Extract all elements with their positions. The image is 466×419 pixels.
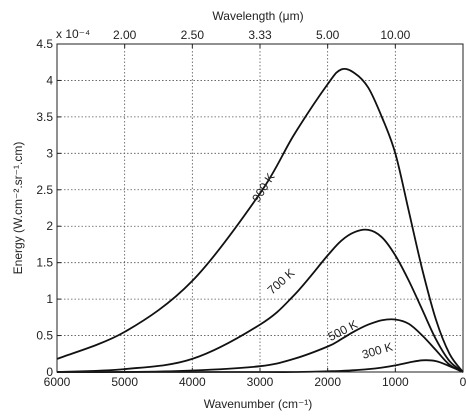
x-tick-label: 0 (460, 375, 466, 389)
top-tick-label: 2.50 (181, 28, 205, 42)
x-axis-title: Wavenumber (cm⁻¹) (204, 397, 313, 411)
y-tick-label: 2.5 (36, 183, 53, 197)
x-tick-label: 5000 (111, 375, 138, 389)
series-line (56, 67, 464, 373)
series-line (56, 318, 464, 373)
series-line (56, 228, 464, 373)
y-tick-label: 4.5 (36, 37, 53, 51)
y-tick-label: 1.5 (36, 256, 53, 270)
y-axis-title: Energy (W.cm⁻².sr⁻¹.cm) (11, 142, 25, 275)
y-tick-label: 3 (46, 146, 53, 160)
tick-marks (56, 43, 464, 373)
y-tick-label: 0.5 (36, 329, 53, 343)
y-tick-label: 1 (46, 292, 53, 306)
tick-labels: 6000 5000 4000 3000 2000 1000 0 0 0.5 1 1.5 2 2.5 3 3.… (36, 28, 466, 389)
y-scale-note: x 10⁻⁴ (56, 27, 90, 41)
series-label: 900 K (249, 171, 277, 205)
top-tick-label: 5.00 (316, 28, 340, 42)
y-tick-label: 4 (46, 73, 53, 87)
series-label: 300 K (360, 340, 394, 362)
grid (57, 44, 463, 372)
series-label: 500 K (326, 317, 360, 344)
top-tick-label: 10.00 (380, 28, 410, 42)
x-tick-label: 1000 (382, 375, 409, 389)
y-tick-label: 0 (46, 365, 53, 379)
x-tick-label: 4000 (179, 375, 206, 389)
top-tick-label: 2.00 (113, 28, 137, 42)
y-tick-label: 2 (46, 219, 53, 233)
x-tick-label: 6000 (44, 375, 71, 389)
x-tick-label: 2000 (314, 375, 341, 389)
top-axis-title: Wavelength (μm) (212, 9, 303, 23)
series-label: 700 K (265, 266, 298, 297)
x-tick-label: 3000 (247, 375, 274, 389)
y-tick-label: 3.5 (36, 110, 53, 124)
top-tick-label: 3.33 (248, 28, 272, 42)
